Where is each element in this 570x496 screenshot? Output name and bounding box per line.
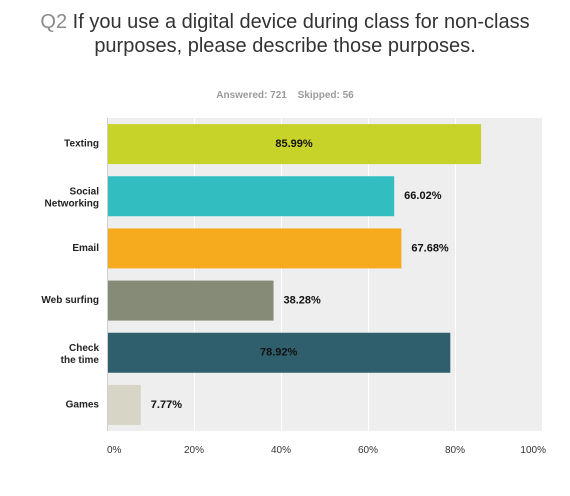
question-text: If you use a digital device during class…: [72, 11, 530, 57]
bar-5: [108, 384, 141, 425]
answered-count: Answered: 721: [216, 90, 287, 101]
category-label-3: Web surfing: [41, 295, 99, 306]
category-label-1: Social Networking: [45, 186, 100, 209]
question-number: Q2: [40, 11, 68, 33]
plot-area: [107, 118, 542, 431]
value-label-0: 85.99%: [275, 138, 313, 150]
x-tick-label-0: 0%: [107, 445, 122, 456]
x-tick-label-80: 80%: [445, 445, 465, 456]
category-label-4: Check the time: [61, 343, 100, 366]
value-label-2: 67.68%: [411, 242, 449, 254]
x-tick-label-60: 60%: [358, 445, 378, 456]
skipped-count: Skipped: 56: [297, 90, 354, 101]
value-label-4: 78.92%: [260, 347, 298, 359]
value-label-5: 7.77%: [151, 399, 182, 411]
bar-4: [108, 332, 451, 373]
category-label-5: Games: [66, 400, 100, 411]
x-tick-label-20: 20%: [184, 445, 204, 456]
bar-2: [108, 228, 402, 269]
value-label-3: 38.28%: [284, 294, 322, 306]
value-label-1: 66.02%: [404, 190, 442, 202]
x-tick-label-100: 100%: [520, 445, 546, 456]
response-stats: Answered: 721 Skipped: 56: [0, 90, 570, 101]
category-label-2: Email: [72, 243, 99, 254]
category-label-0: Texting: [64, 139, 99, 150]
question-title: Q2 If you use a digital device during cl…: [40, 10, 530, 58]
bar-3: [108, 280, 274, 321]
x-tick-label-40: 40%: [271, 445, 291, 456]
bar-1: [108, 176, 395, 217]
bar-0: [108, 124, 482, 165]
